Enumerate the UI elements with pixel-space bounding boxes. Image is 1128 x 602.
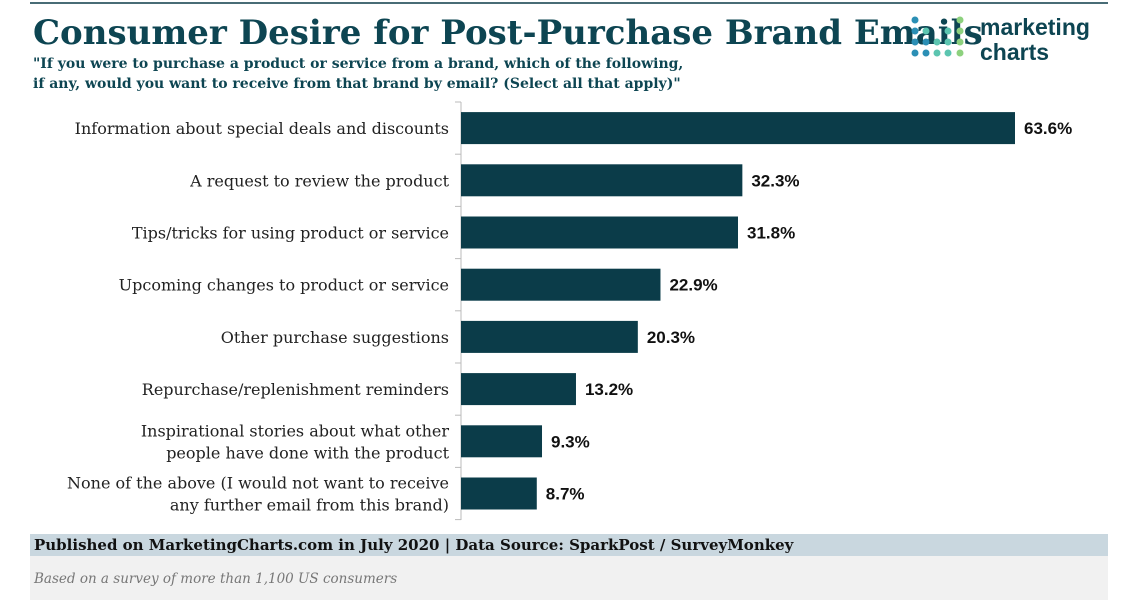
bar [461, 477, 537, 510]
source-band [30, 534, 1108, 556]
source: Published on MarketingCharts.com in July… [34, 536, 795, 554]
bar [461, 373, 576, 406]
subtitle: if any, would you want to receive from t… [33, 76, 681, 92]
logo-text: marketing [980, 14, 1090, 40]
category-label: Information about special deals and disc… [75, 119, 449, 138]
category-label: Other purchase suggestions [221, 328, 449, 347]
category-label: Repurchase/replenishment reminders [142, 380, 449, 399]
bar [461, 320, 638, 353]
category-label: A request to review the product [189, 171, 449, 190]
value-label: 63.6% [1024, 119, 1072, 138]
note: Based on a survey of more than 1,100 US … [33, 571, 397, 587]
bar [461, 216, 738, 249]
category-label: Inspirational stories about what other pe… [141, 421, 450, 462]
subtitle: "If you were to purchase a product or se… [33, 56, 683, 72]
bar [461, 164, 743, 197]
value-label: 22.9% [669, 276, 717, 295]
value-label: 9.3% [551, 432, 590, 451]
category-label: Upcoming changes to product or service [119, 276, 449, 295]
value-label: 8.7% [546, 485, 585, 504]
bar [461, 112, 1015, 145]
logo-dots [911, 16, 964, 57]
category-label: None of the above (I would not want to r… [67, 474, 449, 515]
category-label: Tips/tricks for using product or service [132, 224, 449, 243]
value-label: 20.3% [647, 328, 695, 347]
logo-text: charts [980, 39, 1049, 65]
value-label: 31.8% [747, 224, 795, 243]
value-label: 32.3% [751, 171, 799, 190]
bar [461, 425, 543, 458]
chart-title: Consumer Desire for Post-Purchase Brand … [33, 13, 983, 53]
note-band [30, 556, 1108, 600]
bar [461, 268, 661, 301]
value-label: 13.2% [585, 380, 633, 399]
